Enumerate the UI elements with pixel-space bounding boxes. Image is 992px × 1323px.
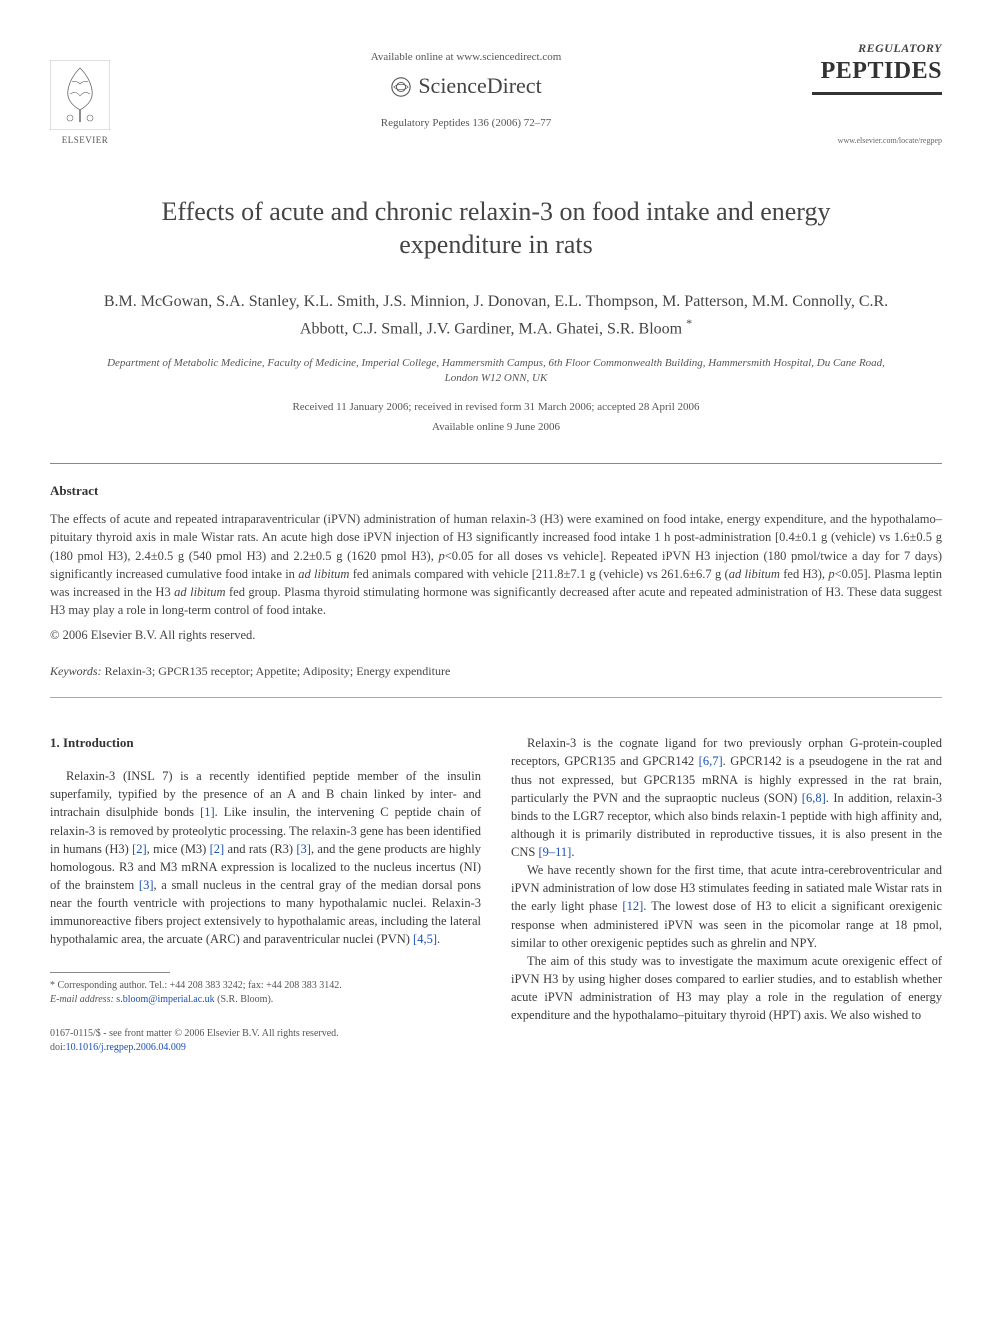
journal-cover: REGULATORY PEPTIDES www.elsevier.com/loc… xyxy=(812,40,942,147)
corresponding-author-info: * Corresponding author. Tel.: +44 208 38… xyxy=(50,979,481,993)
doi-link[interactable]: 10.1016/j.regpep.2006.04.009 xyxy=(66,1042,186,1053)
email-link[interactable]: s.bloom@imperial.ac.uk xyxy=(116,994,214,1005)
sciencedirect-text: ScienceDirect xyxy=(418,71,541,102)
left-column: 1. Introduction Relaxin-3 (INSL 7) is a … xyxy=(50,734,481,1055)
abstract-heading: Abstract xyxy=(50,482,942,500)
available-online-date: Available online 9 June 2006 xyxy=(50,420,942,435)
elsevier-tree-icon xyxy=(50,60,110,130)
copyright: © 2006 Elsevier B.V. All rights reserved… xyxy=(50,627,942,645)
journal-url: www.elsevier.com/locate/regpep xyxy=(812,135,942,146)
received-dates: Received 11 January 2006; received in re… xyxy=(50,400,942,415)
body-columns: 1. Introduction Relaxin-3 (INSL 7) is a … xyxy=(50,734,942,1055)
keywords: Keywords: Relaxin-3; GPCR135 receptor; A… xyxy=(50,663,942,680)
doi-line: doi:10.1016/j.regpep.2006.04.009 xyxy=(50,1041,481,1055)
email-suffix: (S.R. Bloom). xyxy=(215,994,274,1005)
corresponding-footnote: * Corresponding author. Tel.: +44 208 38… xyxy=(50,979,481,1007)
sciencedirect-icon xyxy=(390,76,412,98)
keywords-text: Relaxin-3; GPCR135 receptor; Appetite; A… xyxy=(102,664,451,678)
divider xyxy=(50,463,942,464)
sciencedirect-brand: ScienceDirect xyxy=(120,71,812,102)
header-row: ELSEVIER Available online at www.science… xyxy=(50,40,942,147)
publisher-logo: ELSEVIER xyxy=(50,40,120,147)
introduction-heading: 1. Introduction xyxy=(50,734,481,753)
publisher-name: ELSEVIER xyxy=(50,134,120,147)
journal-brand-main: PEPTIDES xyxy=(812,55,942,89)
authors-text: B.M. McGowan, S.A. Stanley, K.L. Smith, … xyxy=(104,293,888,337)
bottom-meta: 0167-0115/$ - see front matter © 2006 El… xyxy=(50,1027,481,1055)
abstract-text: The effects of acute and repeated intrap… xyxy=(50,510,942,619)
doi-label: doi: xyxy=(50,1042,66,1053)
issn-line: 0167-0115/$ - see front matter © 2006 El… xyxy=(50,1027,481,1041)
corresponding-marker: * xyxy=(686,316,692,330)
email-label: E-mail address: xyxy=(50,994,114,1005)
affiliation: Department of Metabolic Medicine, Facult… xyxy=(90,356,902,387)
intro-paragraph-1: Relaxin-3 (INSL 7) is a recently identif… xyxy=(50,767,481,948)
divider xyxy=(50,697,942,698)
corresponding-email-line: E-mail address: s.bloom@imperial.ac.uk (… xyxy=(50,993,481,1007)
footnote-divider xyxy=(50,972,170,973)
right-column: Relaxin-3 is the cognate ligand for two … xyxy=(511,734,942,1055)
intro-paragraph-2: Relaxin-3 is the cognate ligand for two … xyxy=(511,734,942,861)
intro-paragraph-4: The aim of this study was to investigate… xyxy=(511,952,942,1025)
center-header: Available online at www.sciencedirect.co… xyxy=(120,40,812,132)
article-title: Effects of acute and chronic relaxin-3 o… xyxy=(130,195,862,263)
journal-reference: Regulatory Peptides 136 (2006) 72–77 xyxy=(120,116,812,131)
keywords-label: Keywords: xyxy=(50,664,102,678)
available-online-text: Available online at www.sciencedirect.co… xyxy=(120,50,812,65)
intro-paragraph-3: We have recently shown for the first tim… xyxy=(511,861,942,952)
author-list: B.M. McGowan, S.A. Stanley, K.L. Smith, … xyxy=(90,290,902,341)
